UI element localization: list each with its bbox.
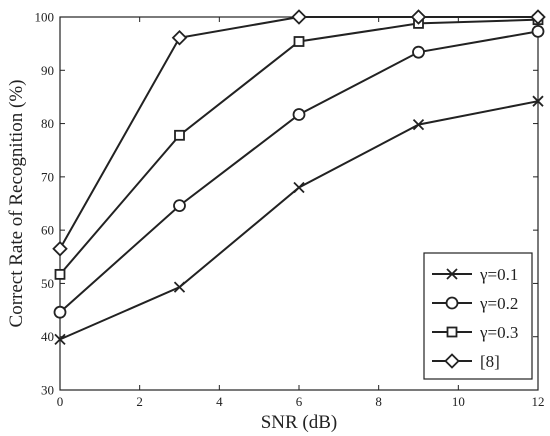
x-tick-label: 10 (452, 394, 465, 409)
y-tick-label: 80 (41, 116, 54, 131)
y-tick-label: 30 (41, 383, 54, 398)
data-point-series-2 (173, 199, 186, 213)
data-point-series-1 (54, 333, 66, 346)
y-tick-label: 90 (41, 63, 54, 78)
series-line-4 (59, 16, 538, 250)
y-axis-title: Correct Rate of Recognition (%) (6, 80, 27, 328)
y-tick-label: 50 (41, 276, 54, 291)
data-point-series-4 (52, 241, 68, 257)
data-point-series-1 (532, 95, 544, 107)
y-tick-label: 70 (41, 169, 54, 184)
data-point-series-4 (171, 30, 188, 46)
data-point-series-4 (410, 9, 427, 25)
legend-marker (445, 296, 459, 310)
x-tick-label: 4 (216, 394, 223, 409)
data-point-series-4 (291, 9, 307, 25)
x-tick-label: 8 (375, 394, 382, 409)
y-axis: 30 40 50 60 70 80 90 100 (35, 10, 538, 398)
y-tick-label: 60 (41, 223, 54, 238)
legend-marker (446, 326, 458, 338)
x-axis-title: SNR (dB) (261, 412, 338, 433)
data-point-series-4 (530, 9, 546, 25)
data-point-series-2 (531, 24, 545, 38)
data-point-series-3 (174, 129, 185, 141)
legend-label: γ=0.2 (479, 294, 518, 313)
data-point-series-2 (412, 45, 425, 59)
legend-label: γ=0.1 (479, 265, 518, 284)
series-line-3 (59, 18, 539, 276)
legend: γ=0.1 γ=0.2 γ=0.3 [8] (423, 252, 533, 380)
legend-marker (444, 353, 460, 369)
data-point-series-1 (173, 281, 186, 293)
data-point-series-2 (53, 305, 67, 319)
x-tick-label: 6 (296, 394, 303, 409)
data-point-series-3 (54, 268, 66, 280)
x-tick-label: 0 (57, 394, 64, 409)
y-tick-label: 100 (35, 10, 55, 25)
data-point-series-1 (412, 119, 425, 131)
legend-label: γ=0.3 (479, 323, 518, 342)
x-tick-label: 2 (136, 394, 143, 409)
legend-label: [8] (480, 352, 500, 371)
data-point-series-3 (293, 36, 305, 47)
series-markers (52, 9, 546, 346)
legend-marker (446, 268, 458, 280)
data-point-series-2 (292, 108, 306, 121)
y-tick-label: 40 (41, 329, 54, 344)
x-axis: 0 2 4 6 8 10 12 (57, 17, 545, 409)
x-tick-label: 12 (532, 394, 545, 409)
data-point-series-1 (293, 181, 305, 194)
